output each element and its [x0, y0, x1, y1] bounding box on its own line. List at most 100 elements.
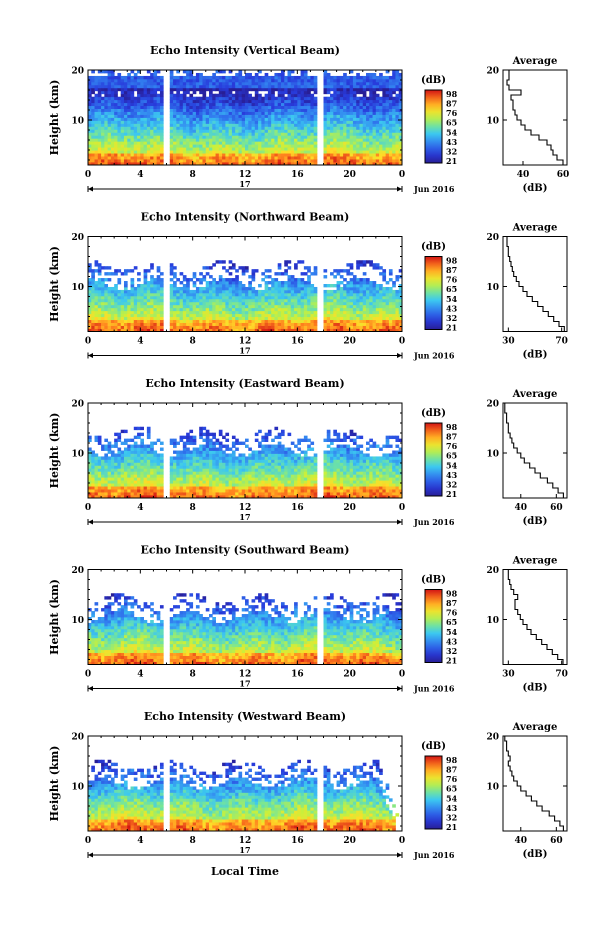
heatmap-cell [330, 96, 334, 101]
heatmap-cell [346, 325, 351, 329]
heatmap-cell [258, 304, 262, 309]
heatmap-cell [133, 322, 138, 326]
heatmap-cell [245, 129, 249, 133]
heatmap-cell [251, 120, 256, 124]
heatmap-cell [104, 129, 109, 133]
heatmap-cell [176, 96, 180, 101]
heatmap-cell [137, 278, 141, 282]
heatmap-cell [186, 310, 190, 315]
heatmap-cell [372, 292, 377, 297]
heatmap-cell [277, 108, 282, 112]
heatmap-cell [287, 298, 292, 303]
heatmap-cell [330, 156, 334, 160]
heatmap-cell [362, 162, 367, 166]
heatmap-cell [385, 132, 390, 136]
heatmap-cell [143, 316, 148, 321]
heatmap-cell [228, 313, 233, 318]
heatmap-cell [254, 298, 259, 303]
heatmap-cell [218, 138, 223, 142]
heatmap-cell [395, 96, 400, 101]
heatmap-cell [101, 465, 105, 469]
heatmap-cell [238, 78, 243, 83]
heatmap-cell [251, 84, 256, 89]
heatmap-cell [261, 129, 266, 133]
heatmap-cell [123, 102, 128, 107]
heatmap-cell [195, 144, 200, 148]
heatmap-cell [88, 477, 92, 481]
heatmap-cell [261, 141, 266, 145]
heatmap-cell [156, 108, 161, 112]
heatmap-cell [117, 84, 122, 89]
heatmap-cell [215, 316, 220, 321]
heatmap-cell [114, 120, 118, 124]
heatmap-cell [120, 81, 125, 86]
heatmap-cell [222, 144, 226, 148]
heatmap-cell [241, 84, 246, 89]
heatmap-cell [369, 328, 373, 332]
heatmap-cell [235, 126, 239, 130]
heatmap-cell [114, 483, 118, 487]
heatmap-cell [290, 289, 295, 294]
heatmap-cell [261, 162, 266, 166]
heatmap-cell [330, 159, 334, 163]
heatmap-cell [251, 123, 256, 127]
heatmap-cell [133, 132, 138, 136]
heatmap-cell [359, 284, 364, 288]
heatmap-cell [238, 322, 243, 326]
heatmap-cell [195, 96, 200, 101]
heatmap-cell [326, 114, 331, 118]
heatmap-cell [280, 99, 285, 104]
heatmap-cell [104, 444, 109, 448]
heatmap-cell [300, 153, 305, 157]
heatmap-cell [107, 141, 112, 145]
heatmap-cell [169, 144, 174, 148]
heatmap-cell [248, 96, 252, 101]
heatmap-cell [218, 132, 223, 136]
heatmap-cell [346, 129, 351, 133]
heatmap-cell [264, 84, 269, 89]
heatmap-cell [258, 319, 262, 323]
heatmap-cell [130, 298, 135, 303]
heatmap-cell [140, 135, 144, 139]
heatmap-cell [218, 150, 223, 154]
heatmap-cell [313, 84, 318, 89]
heatmap-cell [235, 281, 239, 285]
heatmap-cell [192, 111, 197, 115]
heatmap-cell [94, 295, 99, 300]
heatmap-cell [169, 96, 174, 101]
heatmap-cell [179, 144, 184, 148]
heatmap-cell [277, 117, 282, 121]
heatmap-cell [169, 102, 174, 107]
heatmap-cell [110, 495, 115, 499]
heatmap-cell [297, 310, 301, 315]
heatmap-cell [330, 162, 334, 166]
heatmap-cell [231, 162, 236, 166]
heatmap-cell [127, 474, 131, 478]
heatmap-cell [97, 159, 102, 163]
heatmap-cell [120, 477, 125, 481]
profile-y-tick-label: 10 [486, 117, 499, 127]
heatmap-cell [94, 150, 99, 154]
heatmap-cell [297, 132, 301, 136]
heatmap-cell [101, 99, 105, 104]
heatmap-cell [333, 135, 337, 139]
heatmap-cell [395, 123, 400, 127]
heatmap-cell [130, 292, 135, 297]
heatmap-cell [97, 117, 102, 121]
heatmap-cell [150, 322, 154, 326]
heatmap-cell [169, 114, 174, 118]
heatmap-cell [153, 78, 158, 83]
heatmap-cell [336, 284, 341, 288]
heatmap-cell [310, 310, 315, 315]
heatmap-cell [277, 84, 282, 89]
heatmap-cell [199, 281, 203, 285]
heatmap-cell [245, 144, 249, 148]
heatmap-cell [277, 132, 282, 136]
heatmap-cell [385, 105, 390, 109]
heatmap-cell [110, 75, 115, 80]
heatmap-cell [202, 120, 207, 124]
heatmap-cell [379, 99, 383, 104]
heatmap-cell [104, 162, 109, 166]
heatmap-cell [225, 96, 230, 101]
heatmap-cell [339, 322, 344, 326]
